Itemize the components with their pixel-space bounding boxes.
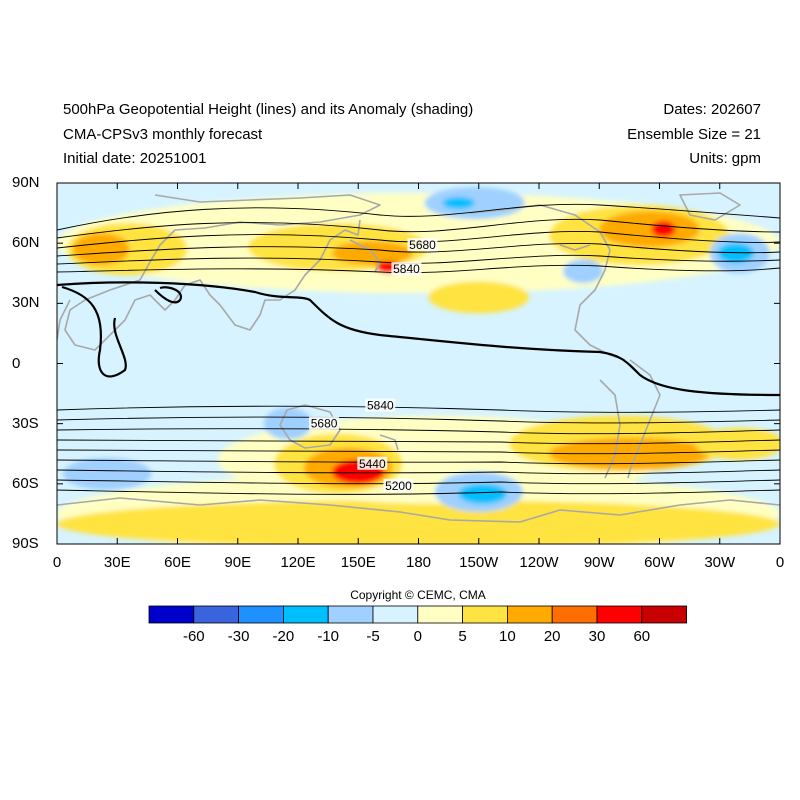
lon-label-2: 60E [164,554,191,571]
legend-swatch-2 [238,605,284,624]
lat-label-30S: 30S [12,414,39,432]
legend-label-0: -60 [182,628,205,645]
legend-label-10: 60 [633,628,651,645]
copyright-notice: Copyright © CEMC, CMA [350,588,486,602]
legend-swatch-7 [462,605,508,624]
lon-label-1: 30E [103,554,131,571]
anomaly-region-22 [695,427,780,460]
legend-swatch-5 [372,605,419,624]
contour-label-bg-1 [391,262,422,276]
contour-labels: 5680 5840 5840 5680 5440 5200 [309,238,438,493]
contour-label-3: 5680 [311,417,338,431]
chart-title: 500hPa Geopotential Height (lines) and i… [63,101,474,118]
subtropical-contour-5880 [57,281,780,397]
lon-label-12: 0 [775,554,785,571]
forecast-dates: Dates: 202607 [663,101,761,118]
legend-label-7: 10 [499,628,516,645]
anomaly-region-26 [263,407,313,440]
units: Units: gpm [689,150,761,167]
anomaly-region-11 [442,197,475,210]
legend-label-4: -5 [366,628,380,645]
lat-label-90S: 90S [12,535,39,552]
legend-label-8: 20 [543,628,561,645]
anomaly-region-27 [563,259,604,284]
lon-label-6: 180 [405,554,432,571]
anomaly-region-13 [717,243,754,264]
legend-swatch-1 [193,605,240,624]
legend-swatch-11 [641,605,687,624]
legend-label-3: -10 [317,628,340,645]
lon-label-8: 120W [519,554,559,571]
contour-label-0: 5680 [409,238,436,252]
contour-label-5: 5200 [385,479,412,493]
lon-label-0: 0 [52,554,62,571]
legend-label-1: -30 [227,628,250,645]
contour-label-bg-3 [309,416,340,430]
legend-label-2: -20 [272,628,295,645]
color-legend [148,605,687,624]
lon-label-9: 90W [583,554,615,571]
lat-label-60S: 60S [12,474,39,492]
legend-swatch-10 [596,605,643,624]
coastlines [57,192,780,523]
lat-label-90N: 90N [12,174,40,191]
contour-label-1: 5840 [393,262,420,276]
legend-swatch-9 [551,605,598,624]
anomaly-region-10 [424,187,525,220]
contour-label-2: 5840 [367,399,394,413]
anomaly-region-15 [57,499,780,544]
lat-label-0: 0 [12,354,21,372]
lon-label-11: 30W [704,554,736,571]
legend-label-5: 0 [413,628,422,645]
legend-label-9: 30 [588,628,606,645]
lon-label-4: 120E [280,554,316,571]
contour-label-bg-0 [407,238,438,252]
anomaly-region-9 [428,281,529,314]
anomaly-region-24 [458,483,507,504]
legend-swatch-8 [506,605,553,624]
ensemble-size: Ensemble Size = 21 [627,126,761,143]
contour-label-bg-4 [357,456,388,470]
lat-label-30N: 30N [12,294,40,312]
contour-label-bg-5 [383,478,414,492]
contour-label-4: 5440 [359,457,386,471]
legend-swatch-3 [282,605,329,624]
legend-swatch-0 [148,605,195,624]
lat-label-60N: 60N [12,234,40,252]
initial-date: Initial date: 20251001 [63,150,207,167]
lon-label-10: 60W [644,554,675,571]
anomaly-region-2 [73,233,130,266]
lon-label-5: 150E [340,554,376,571]
legend-label-6: 5 [458,628,467,645]
legend-swatch-4 [327,605,374,624]
height-contours [57,203,780,495]
lon-label-7: 150W [459,554,499,571]
contour-label-bg-2 [365,398,396,412]
model-name: CMA-CPSv3 monthly forecast [63,126,263,143]
anomaly-region-7 [599,211,700,248]
legend-swatch-6 [417,605,463,624]
lon-label-3: 90E [224,554,252,571]
anomaly-region-8 [651,221,676,238]
axis-ticks [56,182,781,545]
anomaly-region-25 [63,457,152,490]
